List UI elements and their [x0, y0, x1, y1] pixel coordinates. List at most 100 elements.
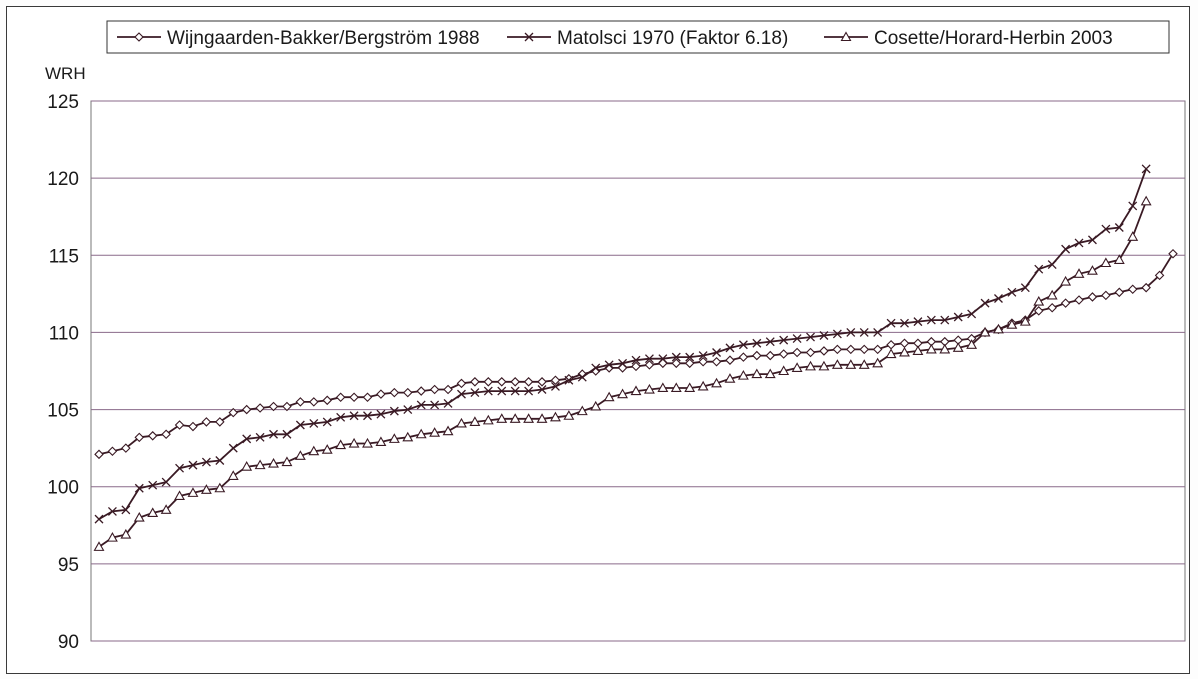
- data-point: [966, 339, 978, 349]
- data-point: [403, 405, 413, 415]
- data-point: [751, 368, 763, 379]
- data-point: [994, 294, 1003, 303]
- y-axis-tick-labels: 90 95 100 105 110 115 120 125: [47, 92, 79, 653]
- data-point: [228, 443, 238, 453]
- y-tick-label: 105: [47, 401, 79, 422]
- data-point: [121, 505, 131, 515]
- data-point: [617, 388, 629, 399]
- data-point: [832, 344, 843, 355]
- data-point: [712, 348, 722, 357]
- data-point: [241, 404, 252, 415]
- data-point: [737, 370, 749, 380]
- data-point: [1087, 265, 1098, 275]
- data-point: [228, 407, 239, 418]
- data-point: [1047, 260, 1057, 270]
- data-point: [148, 480, 158, 490]
- data-point: [564, 375, 574, 385]
- data-point: [510, 377, 520, 387]
- data-point: [348, 437, 360, 448]
- data-point: [321, 444, 333, 454]
- data-point: [873, 327, 883, 337]
- data-point: [335, 392, 346, 403]
- data-point: [227, 470, 239, 480]
- data-point: [657, 382, 669, 393]
- data-point: [778, 349, 789, 359]
- data-point: [806, 332, 815, 342]
- data-point: [779, 335, 789, 345]
- y-tick-label: 110: [49, 323, 79, 344]
- data-point: [912, 345, 924, 355]
- data-point: [631, 361, 641, 372]
- data-point: [268, 401, 279, 412]
- data-point: [846, 344, 856, 355]
- legend-marker: [134, 32, 144, 42]
- data-point: [1007, 287, 1017, 297]
- legend: Wijngaarden-Bakker/Bergström 1988 Matolsc…: [106, 20, 1170, 54]
- data-point: [1127, 231, 1139, 241]
- data-point: [456, 378, 467, 389]
- chart-svg: 90 95 100 105 110 115 120 125 WRH Wijngaarden-B…: [45, 20, 1186, 653]
- data-point: [482, 414, 494, 425]
- data-point: [630, 385, 642, 396]
- data-point: [242, 434, 252, 444]
- data-point: [1033, 295, 1045, 306]
- data-point: [174, 420, 185, 430]
- data-point: [322, 417, 332, 427]
- data-point: [107, 506, 117, 516]
- data-point: [1114, 287, 1125, 298]
- data-point: [322, 395, 333, 406]
- data-point: [1046, 289, 1058, 300]
- data-point: [1034, 264, 1044, 274]
- data-point: [295, 420, 305, 430]
- data-point: [268, 457, 279, 468]
- data-point: [416, 386, 426, 396]
- data-point: [483, 386, 493, 396]
- data-point: [590, 400, 602, 411]
- data-point: [389, 406, 399, 416]
- data-point: [443, 398, 453, 408]
- data-point: [375, 436, 387, 447]
- data-point: [402, 431, 414, 442]
- data-point: [697, 380, 709, 391]
- data-point: [792, 334, 802, 344]
- data-point: [147, 431, 158, 441]
- data-point: [1074, 295, 1084, 305]
- data-point: [496, 413, 508, 423]
- data-point: [1020, 283, 1030, 293]
- legend-label: Cosette/Horard-Herbin 2003: [874, 28, 1113, 49]
- data-point: [456, 417, 467, 428]
- data-point: [685, 352, 695, 362]
- data-point: [859, 344, 870, 355]
- data-point: [1100, 257, 1112, 268]
- data-point: [241, 461, 253, 471]
- data-point: [201, 457, 211, 467]
- data-point: [214, 482, 226, 493]
- data-point: [738, 340, 748, 350]
- data-point: [363, 411, 372, 421]
- data-point: [536, 413, 548, 423]
- data-point: [470, 388, 480, 398]
- data-point: [591, 363, 601, 373]
- legend-label: Matolsci 1970 (Faktor 6.18): [557, 28, 788, 49]
- data-point: [752, 350, 762, 361]
- data-point: [563, 410, 575, 420]
- data-point: [859, 327, 869, 337]
- series-triangle: [93, 195, 1152, 551]
- data-point: [255, 432, 265, 442]
- data-point: [952, 342, 964, 352]
- data-point: [550, 381, 560, 391]
- data-point: [429, 384, 440, 395]
- legend-label: Wijngaarden-Bakker/Bergström 1988: [167, 28, 480, 49]
- data-point: [537, 377, 547, 387]
- data-point: [161, 429, 171, 440]
- data-point: [698, 351, 708, 361]
- data-point: [1140, 195, 1152, 206]
- data-point: [872, 344, 883, 355]
- data-point: [805, 347, 816, 358]
- data-point: [550, 411, 561, 422]
- data-point: [765, 337, 775, 347]
- data-point: [430, 400, 440, 410]
- data-point: [831, 359, 843, 369]
- data-point: [1061, 244, 1071, 254]
- data-point: [671, 352, 681, 362]
